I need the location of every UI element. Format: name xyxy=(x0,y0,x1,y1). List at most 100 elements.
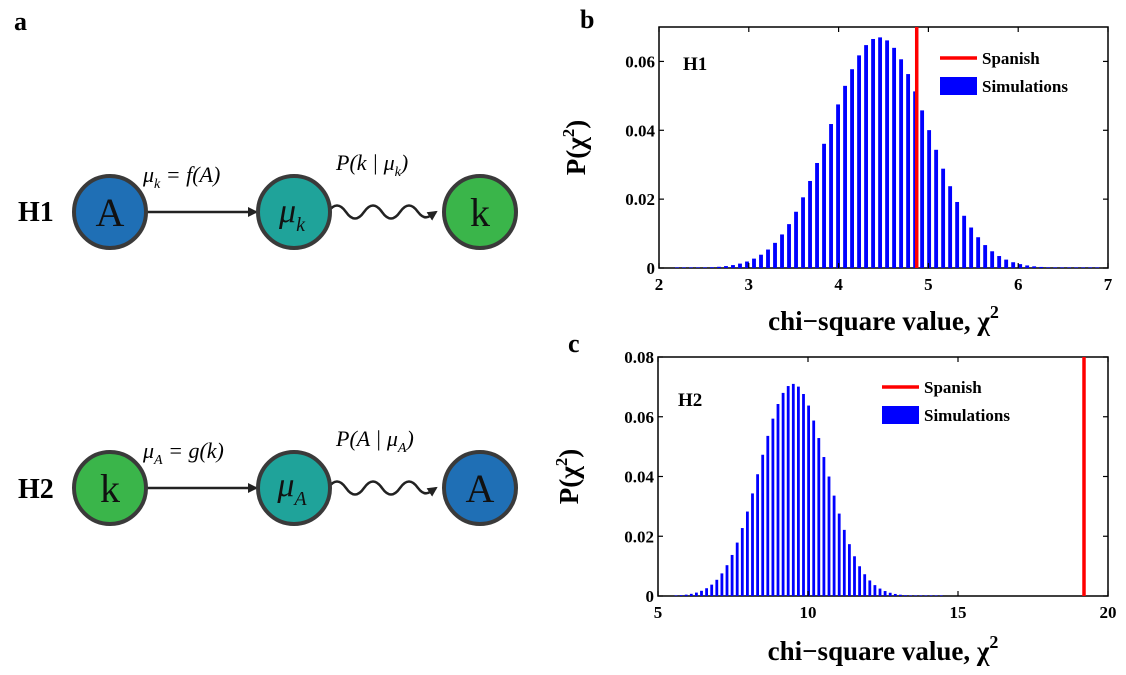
y-axis-label-post: ) xyxy=(561,120,591,129)
h1-node-mu xyxy=(256,174,332,250)
bar xyxy=(796,386,800,596)
bar xyxy=(836,104,840,268)
h1-edge1-lhs: μ xyxy=(142,162,154,187)
h1-label: H1 xyxy=(18,197,54,228)
panel-label-a: a xyxy=(14,7,27,36)
h1-edge1-lhs-sub: k xyxy=(154,177,161,192)
h2-edge1-lhs-sub: A xyxy=(153,453,163,468)
bar xyxy=(730,554,734,596)
bar xyxy=(893,593,897,596)
bar xyxy=(1067,267,1072,268)
x-axis-label-sup: 2 xyxy=(990,302,999,322)
h2-edge2-post: ) xyxy=(404,426,413,451)
x-axis-label-main: chi−square value, χ xyxy=(768,636,990,666)
bar xyxy=(715,579,719,596)
legend-label-simulations: Simulations xyxy=(924,406,1010,425)
bar xyxy=(1018,264,1023,268)
bar xyxy=(700,590,703,596)
x-tick-label: 5 xyxy=(924,275,933,294)
y-tick-label: 0.02 xyxy=(624,527,654,546)
bar xyxy=(888,592,892,596)
bar xyxy=(906,74,911,268)
bar xyxy=(837,513,841,596)
h2-edge1-equation: μA = g(k) xyxy=(142,438,224,468)
bar xyxy=(759,254,763,268)
bar xyxy=(857,55,862,268)
bar xyxy=(776,404,780,596)
bar xyxy=(878,588,882,596)
bar xyxy=(1039,266,1044,268)
bar xyxy=(738,263,742,268)
panel-label-b: b xyxy=(580,5,594,34)
legend: Spanish Simulations xyxy=(940,46,1102,98)
bar xyxy=(731,265,735,268)
h1-node-mu-symbol: μ xyxy=(278,193,296,230)
h2-node-mu-symbol: μ xyxy=(276,467,294,504)
legend-label-simulations: Simulations xyxy=(982,77,1068,96)
bar xyxy=(1053,267,1058,268)
chart-c: 5 10 15 20 0 0.02 0.04 0.06 0.08 H2 Spanish Simulat… xyxy=(552,348,1117,666)
bar xyxy=(976,237,981,268)
bar xyxy=(689,267,693,268)
h1-edge2-sub: k xyxy=(395,165,402,180)
y-tick-label: 0 xyxy=(647,259,656,278)
bar xyxy=(909,595,913,596)
bar xyxy=(679,595,683,596)
bar xyxy=(1025,265,1030,268)
y-axis-label-sup: 2 xyxy=(559,129,578,138)
y-tick-label: 0.06 xyxy=(625,52,655,71)
y-tick-label: 0 xyxy=(646,587,655,606)
bar xyxy=(1060,267,1065,268)
h2-edge1-lhs: μ xyxy=(142,438,154,463)
legend-label-spanish: Spanish xyxy=(924,378,982,397)
x-tick-label: 3 xyxy=(745,275,754,294)
y-tick-label: 0.08 xyxy=(624,348,654,367)
bar xyxy=(829,124,833,268)
bar xyxy=(873,585,877,596)
bar xyxy=(781,392,785,596)
legend: Spanish Simulations xyxy=(882,375,1052,429)
bar xyxy=(773,242,777,268)
h1-node-a xyxy=(72,174,148,250)
bar xyxy=(934,149,939,268)
bar xyxy=(990,251,995,268)
bar xyxy=(710,267,714,268)
bar xyxy=(850,69,854,268)
h1-node-mu-label: μk xyxy=(278,193,306,236)
bar xyxy=(983,245,988,268)
bar xyxy=(904,595,907,596)
bar xyxy=(791,383,795,596)
bar xyxy=(868,580,872,596)
h2-edge2-sub: A xyxy=(397,441,407,456)
bar xyxy=(801,197,805,268)
bar xyxy=(740,528,744,596)
bar xyxy=(962,215,967,268)
bar xyxy=(927,130,932,268)
bar xyxy=(929,595,933,596)
h2-label: H2 xyxy=(18,474,54,505)
h1-edge2-pre: P(k | μ xyxy=(335,150,395,175)
bar xyxy=(1004,259,1009,268)
chart-b: 2 3 4 5 6 7 0 0.02 0.04 0.06 H1 Spanish Simulations c… xyxy=(559,26,1113,336)
bar xyxy=(808,180,812,268)
bar xyxy=(898,594,902,596)
bar xyxy=(705,588,709,596)
y-axis-label-sup: 2 xyxy=(552,458,571,467)
bar xyxy=(696,267,700,268)
x-axis-label-main: chi−square value, χ xyxy=(768,306,990,336)
x-axis-label-sup: 2 xyxy=(989,632,998,652)
bar xyxy=(883,591,887,596)
bar xyxy=(924,595,928,596)
bar xyxy=(858,566,862,596)
h2-node-mu-label: μA xyxy=(276,467,307,510)
diagram-h2: H2 k μA A μA = g(k) P(A | μA) xyxy=(18,426,518,526)
bar xyxy=(955,201,960,268)
bar xyxy=(752,258,756,268)
h1-node-k-label: k xyxy=(470,190,490,235)
bar xyxy=(871,38,876,268)
h2-edge1-rhs: = g(k) xyxy=(163,438,224,463)
x-tick-label: 4 xyxy=(834,275,843,294)
bar xyxy=(710,584,714,596)
bar xyxy=(786,386,790,596)
y-axis-label: P(χ2) xyxy=(552,449,584,504)
